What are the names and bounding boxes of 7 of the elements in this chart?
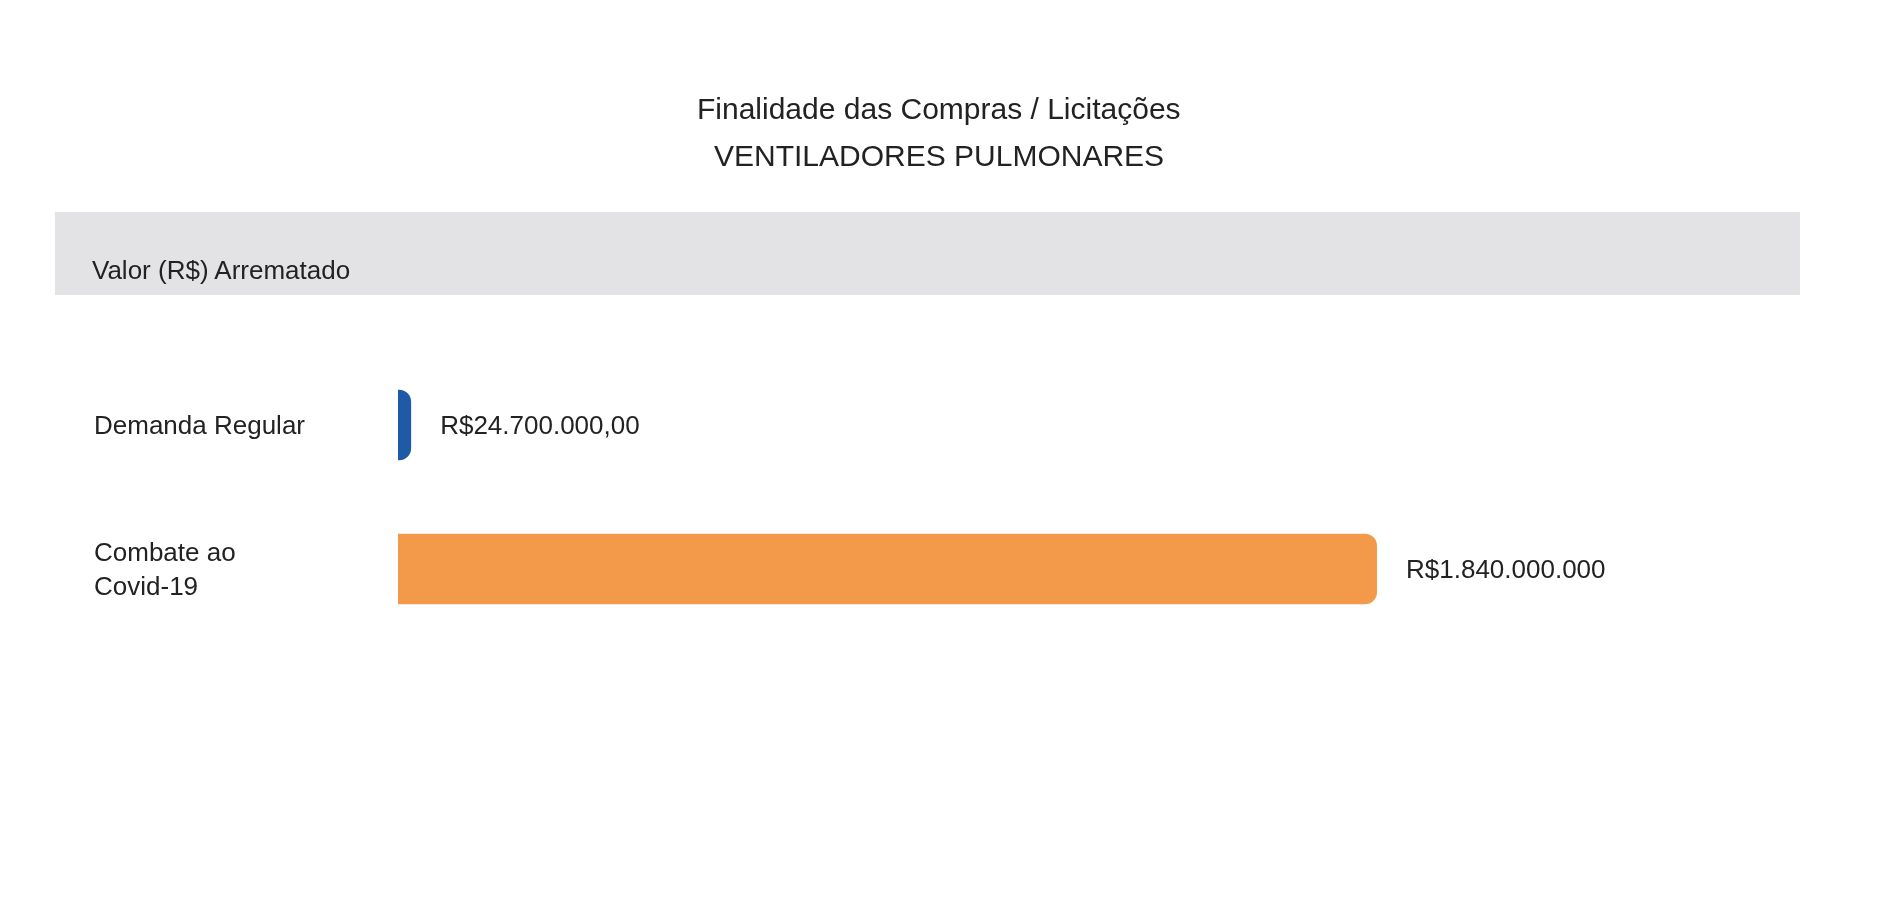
data-label: R$1.840.000.000 — [1380, 554, 1606, 584]
y-tick-label: Combate ao Covid-19 — [94, 537, 236, 601]
chart-subtitle: VENTILADORES PULMONARES — [714, 139, 1165, 172]
chart-title: Finalidade das Compras / Licitações — [697, 92, 1181, 125]
x-axis-title: Valor (R$) Arrematado — [92, 255, 351, 285]
y-tick-label: Demanda Regular — [94, 410, 306, 440]
data-label: R$24.700.000,00 — [414, 410, 640, 440]
